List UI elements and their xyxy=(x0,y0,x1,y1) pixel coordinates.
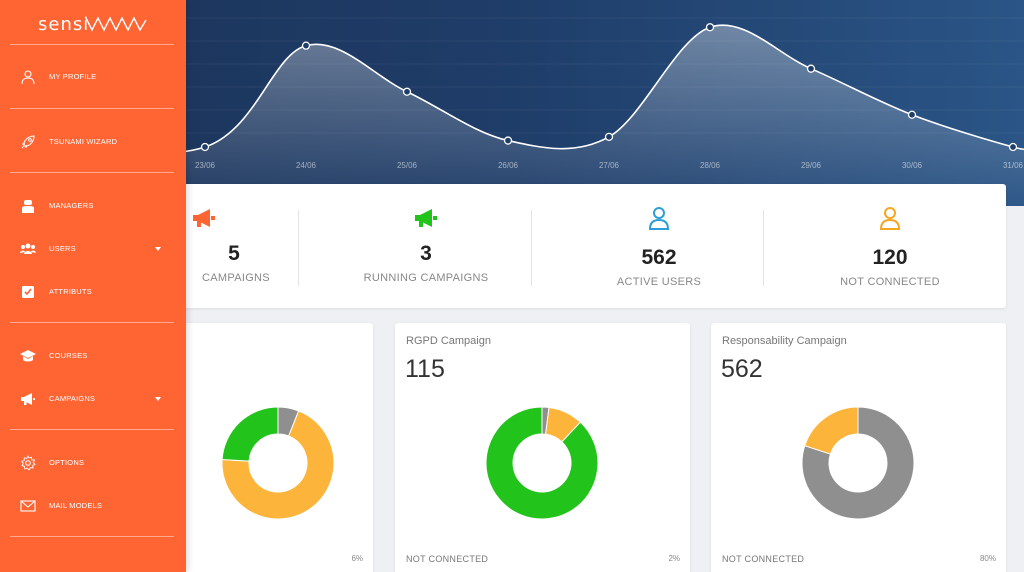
sidebar-item-attributs[interactable]: ATTRIBUTS xyxy=(0,278,186,306)
user-icon xyxy=(648,207,670,230)
gear-icon xyxy=(20,455,36,471)
stat-active-users: 562 ACTIVE USERS xyxy=(543,184,775,308)
sidebar-item-managers[interactable]: MANAGERS xyxy=(0,192,186,220)
x-tick-label: 25/06 xyxy=(397,161,418,170)
campaign-footer: NOT CONNECTED xyxy=(722,554,805,564)
sidebar-item-courses[interactable]: COURSES xyxy=(0,342,186,370)
campaign-donut-chart xyxy=(801,406,915,520)
activity-area-chart: 23/06 24/06 25/06 26/06 27/06 28/06 29/06 30/06… xyxy=(0,17,1024,206)
x-tick-label: 27/06 xyxy=(599,161,620,170)
rocket-icon xyxy=(21,135,35,149)
sidebar-item-label: MAIL MODELS xyxy=(49,501,103,510)
chart-point[interactable] xyxy=(907,110,917,119)
chart-area-fill xyxy=(0,25,1024,206)
users-icon xyxy=(20,243,36,254)
chart-point[interactable] xyxy=(503,136,513,145)
x-tick-label: 29/06 xyxy=(801,161,822,170)
donut-slice[interactable] xyxy=(801,406,915,520)
logo-text: sensi xyxy=(38,14,90,35)
chart-point[interactable] xyxy=(200,142,210,152)
sidebar: sensi MY PROFILE TSUNAMI WIZARD MANAGERS xyxy=(0,0,186,572)
campaign-value: 115 xyxy=(405,355,445,383)
stat-label: NOT CONNECTED xyxy=(840,276,940,288)
campaign-card-responsability[interactable]: Responsability Campaign 562 NOT CONNECTE… xyxy=(711,323,1006,572)
sidebar-divider xyxy=(10,536,174,537)
chart-point[interactable] xyxy=(301,41,311,50)
user-icon xyxy=(21,70,35,85)
x-tick-label: 26/06 xyxy=(498,161,519,170)
sidebar-item-campaigns[interactable]: CAMPAIGNS xyxy=(0,385,186,413)
chart-point[interactable] xyxy=(604,132,614,142)
chart-point[interactable] xyxy=(806,64,816,73)
stat-value: 3 xyxy=(420,242,432,265)
divider xyxy=(531,210,532,286)
sidebar-item-label: CAMPAIGNS xyxy=(49,394,96,403)
campaign-title: RGPD Campaign xyxy=(406,335,491,347)
stat-not-connected: 120 NOT CONNECTED xyxy=(774,184,1006,308)
campaign-footer: NOT CONNECTED xyxy=(406,554,489,564)
stat-label: CAMPAIGNS xyxy=(202,272,270,284)
campaign-title: Responsability Campaign xyxy=(722,335,847,347)
logo-wave-icon xyxy=(86,16,147,32)
sidebar-item-my-profile[interactable]: MY PROFILE xyxy=(0,63,186,91)
chevron-down-icon xyxy=(155,397,161,401)
chart-point[interactable] xyxy=(705,23,715,32)
sidebar-item-label: TSUNAMI WIZARD xyxy=(49,137,118,146)
stat-value: 120 xyxy=(872,246,908,269)
megaphone-icon xyxy=(415,209,437,227)
x-tick-label: 24/06 xyxy=(296,161,317,170)
sidebar-item-label: MANAGERS xyxy=(49,201,94,210)
graduation-cap-icon xyxy=(20,350,36,362)
sidebar-item-label: OPTIONS xyxy=(49,458,85,467)
campaign-percentage: 6% xyxy=(351,554,363,563)
sidebar-item-options[interactable]: OPTIONS xyxy=(0,449,186,477)
megaphone-icon xyxy=(193,209,215,227)
manager-icon xyxy=(22,200,34,213)
campaign-card[interactable]: 6% xyxy=(150,323,373,572)
donut-slice[interactable] xyxy=(485,406,599,520)
divider xyxy=(763,210,764,286)
x-tick-label: 31/06 xyxy=(1003,161,1024,170)
stat-running-campaigns: 3 RUNNING CAMPAIGNS xyxy=(310,184,542,308)
sidebar-item-label: MY PROFILE xyxy=(49,72,97,81)
x-tick-label: 28/06 xyxy=(700,161,721,170)
divider xyxy=(298,210,299,286)
envelope-icon xyxy=(20,500,36,512)
donut-slice[interactable] xyxy=(804,406,859,455)
stat-label: RUNNING CAMPAIGNS xyxy=(363,272,489,284)
stat-value: 562 xyxy=(641,246,677,269)
chevron-down-icon xyxy=(155,247,161,251)
stats-card: 5 CAMPAIGNS 3 RUNNING CAMPAIGNS 562 ACTI… xyxy=(180,184,1006,308)
donut-slice[interactable] xyxy=(221,410,335,520)
stat-value: 5 xyxy=(228,242,240,265)
sidebar-item-label: COURSES xyxy=(49,351,88,360)
sidebar-item-label: USERS xyxy=(49,244,76,253)
sidebar-divider xyxy=(10,172,174,173)
campaign-value: 562 xyxy=(721,355,763,383)
sidebar-divider xyxy=(10,108,174,109)
stat-campaigns: 5 CAMPAIGNS xyxy=(180,184,298,308)
chart-point[interactable] xyxy=(402,87,412,96)
sidebar-divider xyxy=(10,429,174,430)
sidebar-item-mail-models[interactable]: MAIL MODELS xyxy=(0,492,186,520)
x-tick-label: 30/06 xyxy=(902,161,923,170)
x-tick-label: 23/06 xyxy=(195,161,216,170)
campaign-percentage: 2% xyxy=(668,554,680,563)
checkbox-icon xyxy=(22,286,34,298)
megaphone-icon xyxy=(21,393,35,405)
campaign-percentage: 80% xyxy=(979,554,996,563)
sidebar-divider xyxy=(10,44,174,45)
campaign-donut-chart xyxy=(221,406,335,520)
donut-slice[interactable] xyxy=(221,406,279,462)
sidebar-divider xyxy=(10,322,174,323)
user-icon xyxy=(879,207,901,230)
sidebar-item-users[interactable]: USERS xyxy=(0,235,186,263)
stat-label: ACTIVE USERS xyxy=(616,276,702,288)
campaign-card-rgpd[interactable]: RGPD Campaign 115 NOT CONNECTED 2% xyxy=(395,323,690,572)
sidebar-item-tsunami-wizard[interactable]: TSUNAMI WIZARD xyxy=(0,128,186,156)
sidebar-item-label: ATTRIBUTS xyxy=(49,287,92,296)
campaign-donut-chart xyxy=(485,406,599,520)
chart-point[interactable] xyxy=(1008,142,1018,152)
